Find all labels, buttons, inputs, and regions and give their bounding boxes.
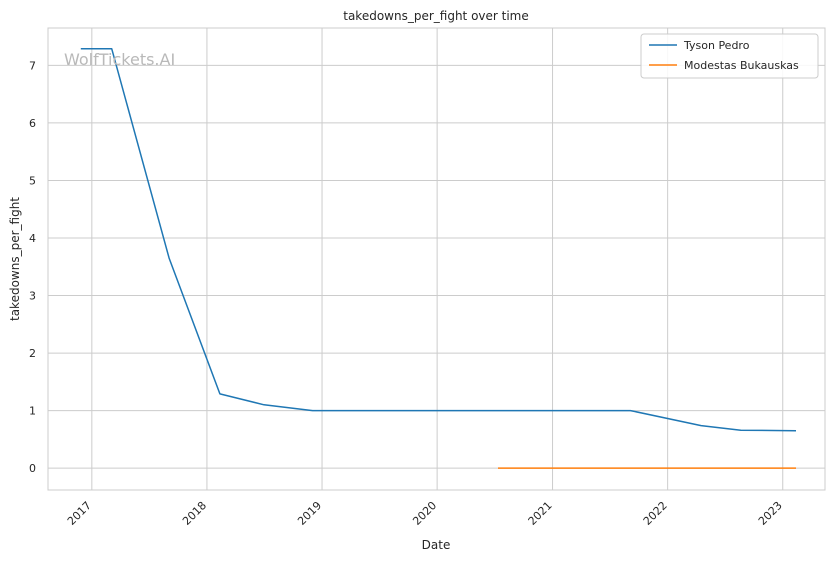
- legend-box: [640, 33, 819, 79]
- plot-frame: [47, 27, 826, 491]
- y-tick-label: 5: [29, 174, 36, 187]
- series-line-tyson-pedro: [80, 47, 797, 432]
- y-tick-label: 3: [29, 290, 36, 303]
- y-tick-label: 4: [29, 232, 36, 245]
- legend-label-modestas-bukauskas: Modestas Bukauskas: [684, 59, 799, 72]
- y-tick-label: 2: [29, 347, 36, 360]
- watermark: WolfTickets.AI: [64, 50, 175, 69]
- y-tick-label: 7: [29, 59, 36, 72]
- y-tick-label: 6: [29, 117, 36, 130]
- series-lines: [80, 47, 797, 469]
- plot-area: [48, 28, 825, 490]
- y-tick-label: 1: [29, 405, 36, 418]
- y-tick-labels: 0 1 2 3 4 5 6 7: [29, 59, 36, 475]
- legend-label-tyson-pedro: Tyson Pedro: [683, 39, 750, 52]
- x-axis-label: Date: [422, 538, 451, 552]
- legend: Tyson Pedro Modestas Bukauskas: [640, 33, 819, 79]
- chart-title: takedowns_per_fight over time: [343, 9, 529, 23]
- y-axis-label: takedowns_per_fight: [8, 197, 22, 321]
- y-tick-label: 0: [29, 462, 36, 475]
